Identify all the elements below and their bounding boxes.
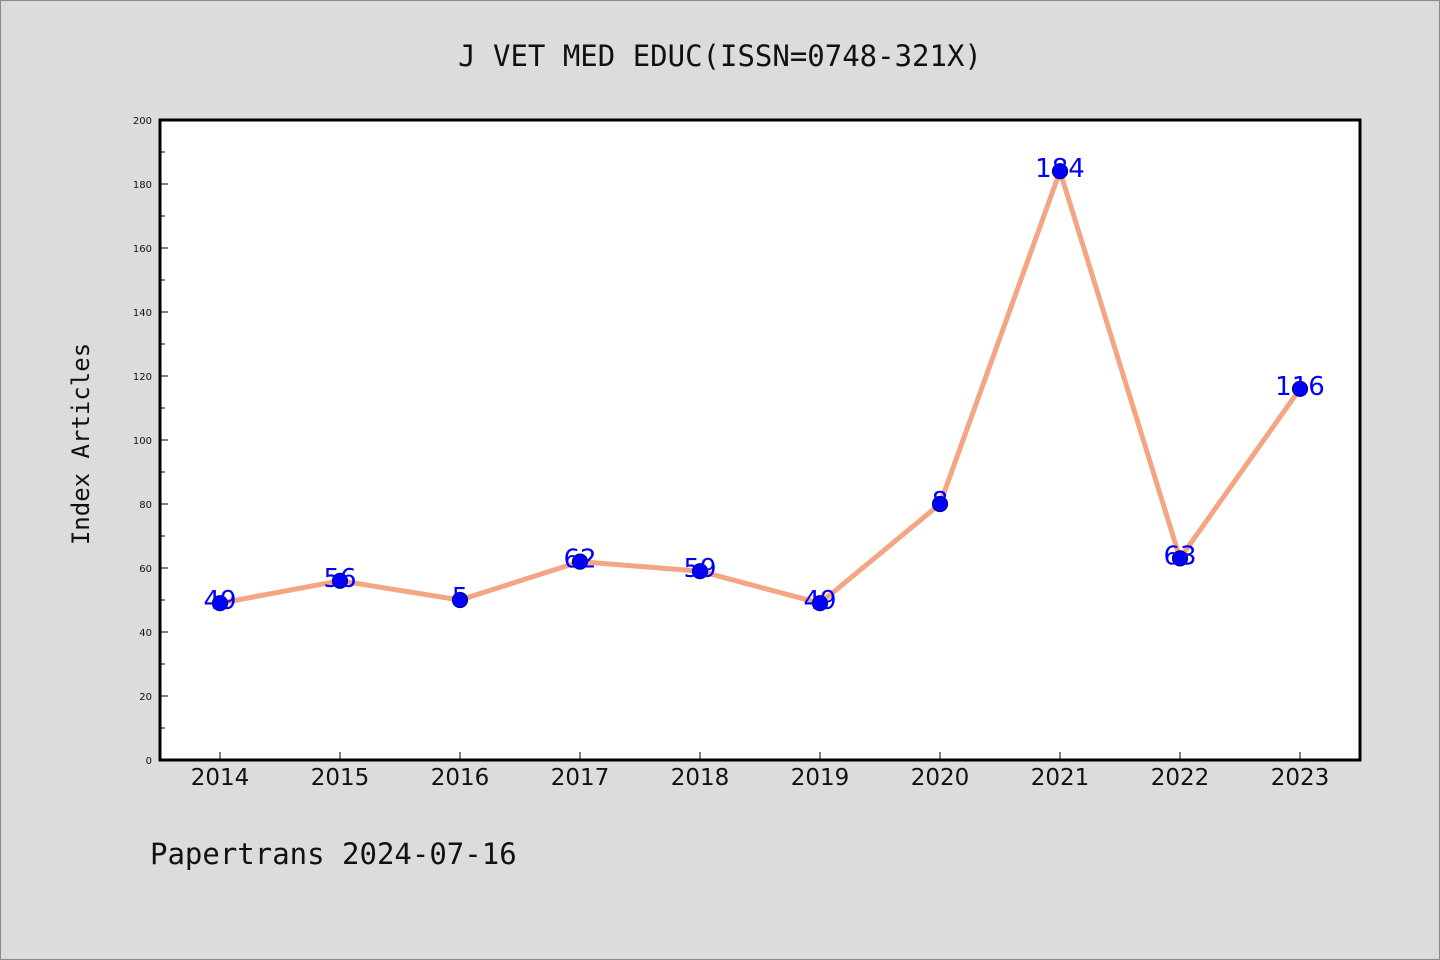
data-point: [931, 495, 949, 513]
data-point: [1171, 550, 1189, 567]
x-tick-label: 2022: [1151, 765, 1210, 791]
y-tick-label: 40: [139, 628, 152, 639]
x-tick-label: 2019: [791, 765, 850, 791]
series-group: 49 56 5 62 59 49 8 184 63 116: [203, 154, 1324, 616]
y-tick-label: 200: [133, 116, 152, 127]
data-label: 62: [563, 545, 596, 575]
plot-border: [158, 118, 1362, 762]
data-point: [1291, 380, 1309, 397]
y-tick-label: 160: [133, 244, 152, 255]
data-label: 49: [803, 586, 836, 616]
x-tick-label: 2017: [551, 765, 610, 791]
y-tick-label: 80: [139, 500, 152, 511]
x-axis: 2014 2015 2016 2017 2018 2019 2020 2021 2022 2023: [191, 752, 1330, 791]
data-point: [571, 553, 589, 570]
data-point: [691, 563, 709, 580]
series-line: [217, 168, 1303, 606]
x-tick-label: 2015: [311, 765, 370, 791]
y-tick-label: 20: [139, 692, 152, 703]
y-tick-label: 0: [146, 756, 152, 767]
y-tick-label: 60: [139, 564, 152, 575]
y-tick-label: 140: [133, 308, 152, 319]
plot-area: [160, 120, 1360, 760]
data-label: 56: [323, 564, 356, 594]
data-label: 49: [203, 586, 236, 616]
y-tick-label: 180: [133, 180, 152, 191]
data-point: [811, 595, 829, 612]
chart-title: J VET MED EDUC(ISSN=0748-321X): [458, 39, 982, 73]
data-label: 8: [932, 487, 949, 517]
y-axis: 0 20 40 60 80 100 120 140 160 180 200: [133, 116, 168, 767]
data-label: 116: [1275, 372, 1325, 402]
x-tick-label: 2016: [431, 765, 490, 791]
footer-date: Papertrans 2024-07-16: [150, 837, 517, 871]
data-label: 184: [1035, 154, 1085, 184]
y-axis-label: Index Articles: [67, 343, 95, 545]
x-tick-label: 2020: [911, 765, 970, 791]
x-tick-label: 2023: [1271, 765, 1330, 791]
data-label: 63: [1163, 541, 1196, 571]
data-point: [211, 595, 229, 612]
data-point: [451, 591, 469, 609]
x-tick-label: 2021: [1031, 765, 1090, 791]
y-tick-label: 100: [133, 436, 152, 447]
x-tick-label: 2014: [191, 765, 250, 791]
data-point: [1051, 163, 1069, 180]
y-tick-label: 120: [133, 372, 152, 383]
x-tick-label: 2018: [671, 765, 730, 791]
data-label: 5: [452, 583, 469, 613]
data-label: 59: [683, 554, 716, 584]
data-point: [331, 572, 349, 589]
